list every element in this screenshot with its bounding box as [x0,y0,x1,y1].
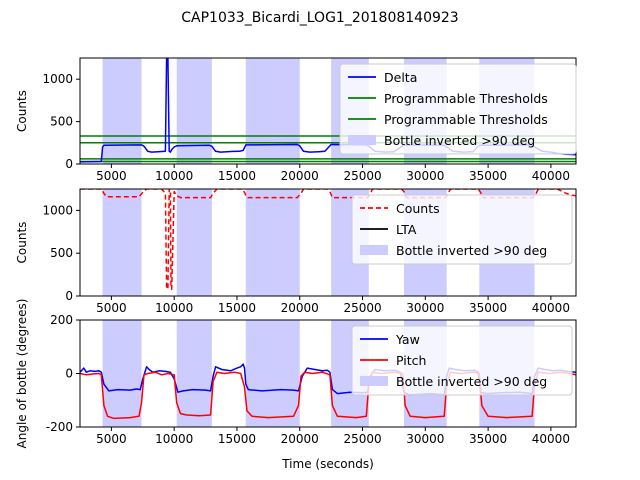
x-tick-label: 10000 [155,301,193,315]
inverted-band-2 [176,189,212,296]
chart-panel-3: 5000 10000 15000 20000 25000 30000 35000 40000 -… [15,299,577,449]
x-tick-label: 35000 [469,432,507,446]
legend-label: Pitch [396,353,426,368]
legend-label: Programmable Thresholds [384,91,548,106]
x-tick-label: 15000 [218,169,256,183]
figure-title: CAP1033_Bicardi_LOG1_201808140923 [181,10,458,26]
legend-swatch [348,135,376,145]
legend-label: Yaw [395,332,420,347]
y-tick-label: 0 [65,157,73,171]
legend: Delta Programmable Thresholds Programmable… [339,63,577,155]
legend-label: Bottle inverted >90 deg [396,243,547,258]
legend-box [351,194,573,265]
x-tick-label: 5000 [96,301,127,315]
y-tick-label: 0 [65,367,73,381]
y-tick-label: 1000 [42,72,73,86]
x-tick-label: 30000 [406,432,444,446]
legend-swatch [360,376,388,386]
x-tick-label: 10000 [155,169,193,183]
legend-box [339,63,577,155]
legend-label: Bottle inverted >90 deg [396,374,547,389]
inverted-band-3 [245,320,300,427]
x-tick-label: 20000 [281,169,319,183]
series-line-counts [80,189,576,290]
legend-label: Bottle inverted >90 deg [384,133,535,148]
inverted-band-1 [102,189,142,296]
inverted-band-1 [102,320,142,427]
x-tick-label: 30000 [406,169,444,183]
y-tick-label: 200 [50,313,73,327]
legend-label: LTA [396,222,417,237]
y-tick-label: 500 [50,115,73,129]
y-axis-label: Counts [15,90,29,132]
x-tick-label: 30000 [406,301,444,315]
x-tick-label: 20000 [281,432,319,446]
x-tick-label: 40000 [532,432,570,446]
inverted-band-2 [176,58,212,164]
inverted-band-1 [102,58,142,164]
chart-panel-1: 5000 10000 15000 20000 25000 30000 35000 40000 0… [15,57,577,183]
x-tick-label: 15000 [218,432,256,446]
x-tick-label: 25000 [343,432,381,446]
legend-label: Counts [396,201,440,216]
y-tick-label: -200 [46,420,73,434]
x-axis-label: Time (seconds) [281,457,374,471]
chart-panel-2: 5000 10000 15000 20000 25000 30000 35000 40000 0… [15,188,577,315]
x-tick-label: 5000 [96,432,127,446]
x-tick-label: 25000 [343,301,381,315]
axes-frame [79,188,577,297]
x-tick-label: 25000 [343,169,381,183]
x-tick-label: 35000 [469,301,507,315]
legend-swatch [360,245,388,255]
x-tick-label: 40000 [532,301,570,315]
y-axis-label: Counts [15,222,29,264]
inverted-band-3 [245,189,300,296]
y-tick-label: 1000 [42,203,73,217]
x-tick-label: 5000 [96,169,127,183]
legend: Yaw Pitch Bottle inverted >90 deg [351,325,573,396]
legend-box [351,325,573,396]
x-tick-label: 20000 [281,301,319,315]
x-tick-label: 40000 [532,169,570,183]
x-tick-label: 15000 [218,301,256,315]
inverted-band-3 [245,58,300,164]
x-tick-label: 35000 [469,169,507,183]
legend-label: Delta [384,70,417,85]
y-tick-label: 500 [50,246,73,260]
y-tick-label: 0 [65,289,73,303]
chart-panels: 5000 10000 15000 20000 25000 30000 35000 400000… [15,57,577,449]
inverted-band-2 [176,320,212,427]
legend-label: Programmable Thresholds [384,112,548,127]
y-axis-label: Angle of bottle (degrees) [15,299,29,449]
x-tick-label: 10000 [155,432,193,446]
legend: Counts LTA Bottle inverted >90 deg [351,194,573,265]
